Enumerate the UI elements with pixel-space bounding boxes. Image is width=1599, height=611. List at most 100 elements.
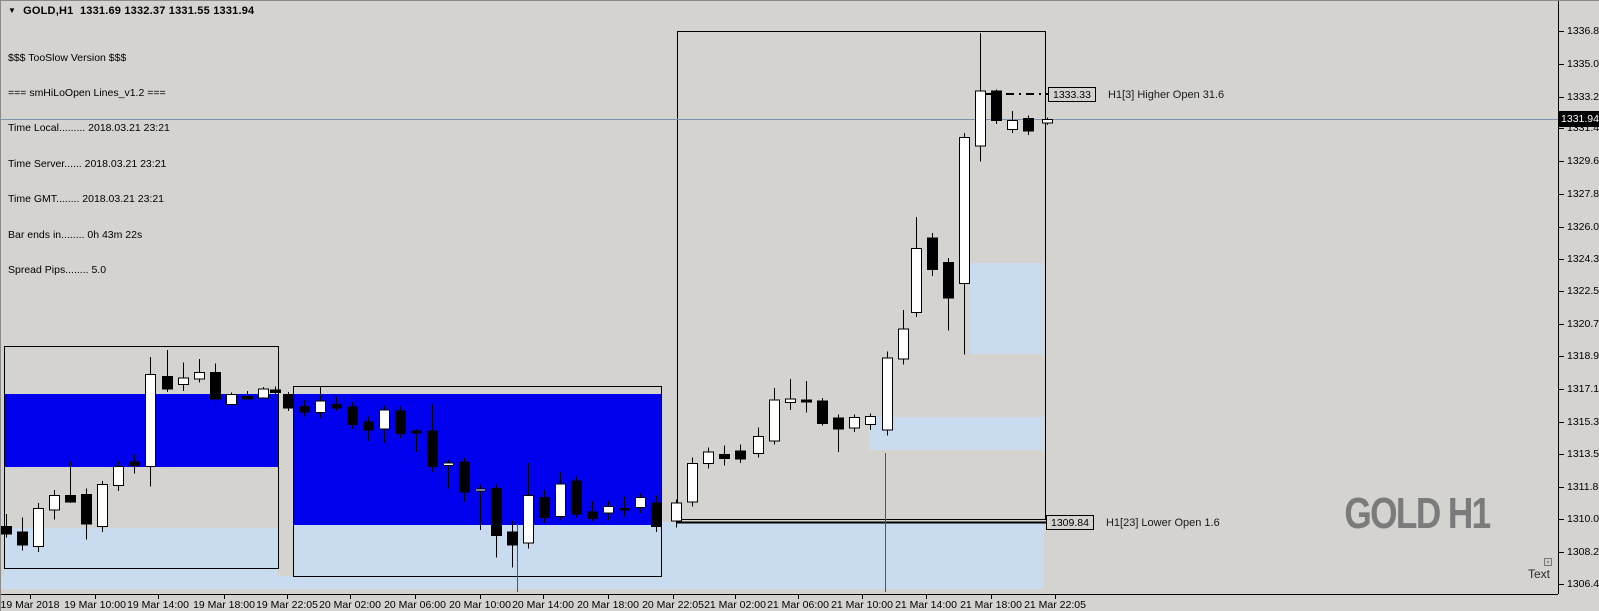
bullish-candle-body: [753, 435, 764, 455]
price-axis-label: 1317.15: [1567, 383, 1599, 395]
bearish-candle-body: [651, 502, 662, 528]
text-object-anchor-icon[interactable]: [1544, 558, 1552, 566]
time-axis-label: 19 Mar 18:00: [193, 599, 255, 611]
bullish-candle-body: [443, 462, 454, 467]
session-shadow-zone: [869, 417, 1044, 450]
info-line: Time Local......... 2018.03.21 23:21: [8, 122, 170, 135]
bullish-candle-body: [785, 398, 796, 404]
time-axis-label: 20 Mar 22:05: [642, 599, 704, 611]
bearish-candle-body: [571, 480, 582, 515]
bearish-candle-body: [507, 531, 518, 546]
session-outline-box: [4, 346, 279, 569]
bullish-candle-body: [703, 451, 714, 465]
time-axis-label: 20 Mar 14:00: [512, 599, 574, 611]
bullish-candle-body: [258, 388, 269, 399]
bullish-candle-body: [97, 484, 108, 528]
bearish-candle-body: [129, 461, 140, 467]
lower-open-description: H1[23] Lower Open 1.6: [1105, 516, 1220, 529]
price-axis-tick: [1559, 356, 1564, 357]
price-axis-label: 1308.20: [1567, 546, 1599, 558]
time-axis-label: 20 Mar 02:00: [319, 599, 381, 611]
price-axis-tick: [1559, 552, 1564, 553]
bearish-candle-body: [491, 487, 502, 537]
bullish-candle-body: [882, 357, 893, 431]
bullish-candle-body: [959, 137, 970, 284]
price-axis-label: 1327.85: [1567, 188, 1599, 200]
price-axis[interactable]: 1331.94 1336.80 1335.00 1333.20 1331.45 1329…: [1558, 1, 1599, 594]
bullish-candle-body: [975, 90, 986, 147]
time-axis-tick: [798, 595, 799, 599]
bullish-candle-body: [226, 393, 237, 406]
lower-open-price-box[interactable]: 1309.84: [1046, 515, 1094, 530]
bearish-candle-body: [619, 507, 630, 511]
price-axis-label: 1331.45: [1567, 122, 1599, 134]
symbol-dropdown-icon[interactable]: ▼: [8, 6, 17, 15]
bearish-candle-body: [943, 261, 954, 299]
bullish-candle-body: [523, 495, 534, 544]
price-axis-tick: [1559, 422, 1564, 423]
bullish-candle-body: [1042, 119, 1053, 124]
bearish-candle-body: [735, 450, 746, 460]
time-axis-label: 19 Mar 2018: [0, 599, 60, 611]
time-axis-tick: [30, 595, 31, 599]
bearish-candle-body: [65, 495, 76, 503]
bearish-candle-body: [395, 410, 406, 435]
price-axis-label: 1311.80: [1567, 481, 1599, 493]
session-outline-box: [293, 386, 662, 577]
bearish-candle-body: [927, 237, 938, 271]
bullish-candle-body: [603, 506, 614, 514]
bullish-candle-body: [475, 488, 486, 492]
text-object-label[interactable]: Text: [1528, 567, 1551, 581]
price-axis-label: 1333.20: [1567, 91, 1599, 103]
price-axis-tick: [1559, 161, 1564, 162]
open-range-blue-box: [5, 394, 278, 467]
price-axis-tick: [1559, 487, 1564, 488]
bullish-candle-body: [687, 463, 698, 503]
bullish-candle-body: [113, 465, 124, 487]
bearish-candle-body: [1, 526, 12, 535]
time-axis-tick: [287, 595, 288, 599]
time-axis-tick: [735, 595, 736, 599]
info-line: Bar ends in........ 0h 43m 22s: [8, 228, 143, 241]
time-axis-label: 21 Mar 14:00: [895, 599, 957, 611]
price-axis-tick: [1559, 519, 1564, 520]
bullish-candle-body: [178, 377, 189, 385]
bullish-candle-body: [33, 507, 44, 548]
bullish-candle-body: [911, 248, 922, 313]
time-axis-label: 19 Mar 14:00: [127, 599, 189, 611]
info-line: Time Server...... 2018.03.21 23:21: [8, 157, 167, 170]
price-axis-tick: [1559, 389, 1564, 390]
chart-watermark: GOLD H1: [1344, 489, 1491, 538]
time-axis-tick: [415, 595, 416, 599]
bearish-candle-body: [210, 372, 221, 400]
bearish-candle-body: [833, 417, 844, 430]
time-axis-label: 21 Mar 18:00: [960, 599, 1022, 611]
price-axis-label: 1315.35: [1567, 416, 1599, 428]
bearish-candle-body: [242, 395, 253, 400]
bearish-candle-body: [991, 90, 1002, 121]
bullish-candle-body: [635, 496, 646, 508]
price-axis-label: 1322.50: [1567, 285, 1599, 297]
bearish-candle-body: [270, 389, 281, 394]
time-axis-tick: [608, 595, 609, 599]
bearish-candle-body: [283, 393, 294, 409]
candlestick-chart-area[interactable]: [1, 1, 1558, 594]
bullish-candle-body: [898, 328, 909, 360]
lower-open-level-label: 1309.84 H1[23] Lower Open 1.6: [1046, 515, 1220, 530]
session-shadow-zone: [970, 263, 1044, 354]
time-axis-label: 21 Mar 06:00: [767, 599, 829, 611]
session-shadow-zone: [1, 576, 1044, 589]
price-axis-label: 1326.05: [1567, 221, 1599, 233]
bullish-candle-body: [865, 415, 876, 426]
time-axis-tick: [673, 595, 674, 599]
price-axis-tick: [1559, 291, 1564, 292]
symbol-header: ▼ GOLD,H1 1331.69 1332.37 1331.55 1331.94: [8, 5, 254, 17]
higher-open-price-box[interactable]: 1333.33: [1048, 87, 1096, 102]
bullish-candle-body: [49, 495, 60, 511]
time-axis-tick: [1055, 595, 1056, 599]
bullish-candle-body: [1007, 119, 1018, 130]
time-axis[interactable]: 19 Mar 2018 19 Mar 10:00 19 Mar 14:00 19 Ma…: [1, 594, 1558, 611]
bearish-candle-body: [17, 531, 28, 546]
bearish-candle-body: [801, 399, 812, 403]
higher-open-description: H1[3] Higher Open 31.6: [1107, 88, 1225, 101]
